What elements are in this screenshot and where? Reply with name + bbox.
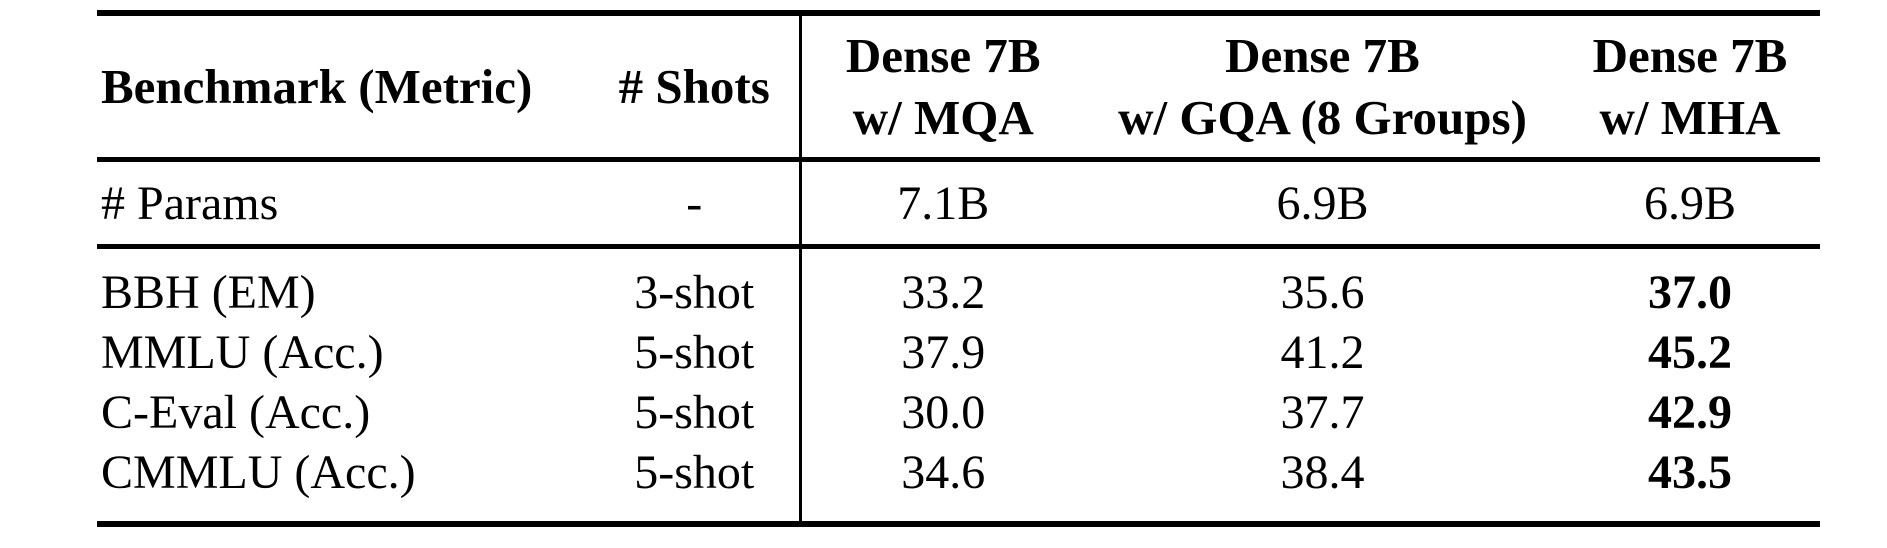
mqa-value: 37.9 [798,323,1085,383]
shots-cell: 5-shot [634,326,755,379]
header-dense-7b-mha: Dense 7B w/ MHA [1560,13,1820,160]
shots-cell: 3-shot [634,266,755,319]
params-row: # Params - 7.1B 6.9B 6.9B [97,159,1820,247]
mqa-value: 33.2 [798,246,1085,323]
header-dense-7b-mqa-line1: Dense 7B [845,27,1041,83]
header-dense-7b-mqa: Dense 7B w/ MQA [798,13,1085,160]
header-dense-7b-gqa-line2: w/ GQA (8 Groups) [1118,89,1527,145]
benchmark-row-ceval: C-Eval (Acc.) 5-shot 30.0 37.7 42.9 [97,383,1820,443]
header-dense-7b-mha-line2: w/ MHA [1599,89,1781,145]
benchmark-cell: C-Eval (Acc.) [101,386,371,439]
shots-cell: 5-shot [634,386,755,439]
params-label: # Params [101,176,279,230]
params-mqa-value: 7.1B [798,159,1085,247]
benchmark-cell: BBH (EM) [101,266,316,319]
header-row: Benchmark (Metric) # Shots Dense 7B w/ M… [97,13,1820,160]
benchmark-cell: CMMLU (Acc.) [101,446,416,499]
mha-value-best: 45.2 [1648,326,1732,379]
header-num-shots: # Shots [618,58,770,114]
mha-value-best: 37.0 [1648,266,1732,319]
params-mha-value: 6.9B [1643,176,1736,230]
header-dense-7b-mha-line1: Dense 7B [1592,27,1788,83]
params-gqa-value: 6.9B [1276,176,1369,230]
header-dense-7b-gqa-line1: Dense 7B [1225,27,1420,83]
benchmark-row-mmlu: MMLU (Acc.) 5-shot 37.9 41.2 45.2 [97,323,1820,383]
benchmark-comparison-table: Benchmark (Metric) # Shots Dense 7B w/ M… [97,10,1820,527]
table-header: Benchmark (Metric) # Shots Dense 7B w/ M… [97,13,1820,160]
mqa-value: 34.6 [798,443,1085,524]
benchmark-cell: MMLU (Acc.) [101,326,384,379]
header-benchmark-metric: Benchmark (Metric) [101,58,533,114]
gqa-value: 35.6 [1280,266,1365,319]
params-shots: - [686,176,703,230]
shots-cell: 5-shot [634,446,755,499]
gqa-value: 38.4 [1280,446,1365,499]
table-body: # Params - 7.1B 6.9B 6.9B BBH (EM) 3-sho… [97,159,1820,524]
mha-value-best: 42.9 [1648,386,1732,439]
gqa-value: 41.2 [1280,326,1365,379]
header-dense-7b-gqa: Dense 7B w/ GQA (8 Groups) [1085,13,1560,160]
mqa-value: 30.0 [798,383,1085,443]
gqa-value: 37.7 [1280,386,1365,439]
header-dense-7b-mqa-line2: w/ MQA [852,89,1034,145]
benchmark-row-bbh: BBH (EM) 3-shot 33.2 35.6 37.0 [97,246,1820,323]
mha-value-best: 43.5 [1648,446,1732,499]
benchmark-row-cmmlu: CMMLU (Acc.) 5-shot 34.6 38.4 43.5 [97,443,1820,524]
